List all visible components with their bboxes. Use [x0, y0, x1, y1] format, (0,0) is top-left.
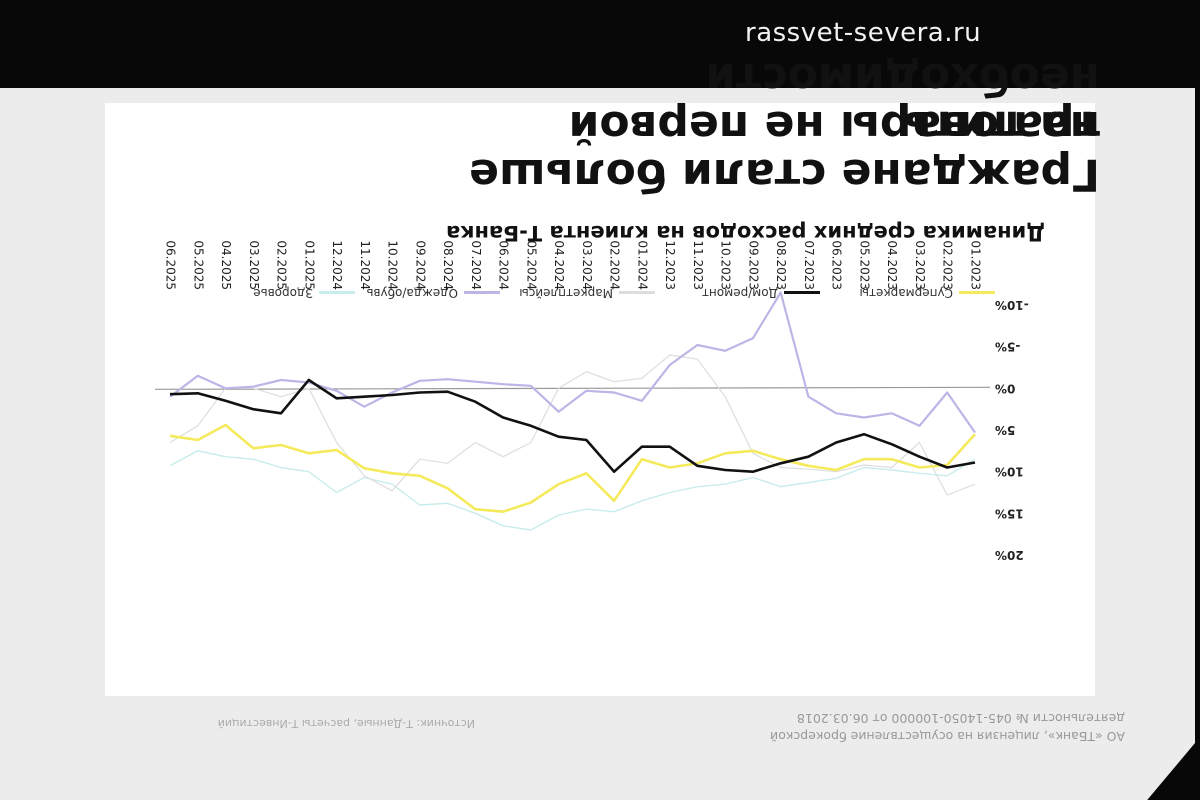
- x-tick-label: 08.2024: [441, 240, 455, 290]
- x-tick-label: 09.2023: [746, 240, 760, 290]
- x-tick-label: 04.2023: [885, 240, 899, 290]
- series-line-clothing: [169, 291, 976, 434]
- y-tick-label: 0%: [995, 381, 1015, 395]
- y-tick-label: -5%: [995, 340, 1020, 354]
- x-tick-label: 10.2024: [386, 240, 400, 290]
- watermark-text: rassvet-severa.ru: [745, 18, 982, 48]
- x-tick-label: 03.2023: [913, 240, 927, 290]
- y-tick-label: 15%: [995, 506, 1024, 520]
- license-footnote: АО «ТБанк», лицензия на осуществление бр…: [770, 711, 1125, 744]
- y-tick-label: 10%: [995, 465, 1024, 479]
- x-tick-label: 06.2025: [164, 240, 178, 290]
- y-tick-label: -10%: [995, 298, 1029, 312]
- x-tick-label: 11.2023: [691, 240, 705, 290]
- x-tick-label: 05.2023: [857, 240, 871, 290]
- x-tick-label: 11.2024: [358, 240, 372, 290]
- x-tick-label: 06.2024: [497, 240, 511, 290]
- x-tick-label: 01.2023: [969, 240, 983, 290]
- source-footnote: Источник: Т-Данные, расчеты Т-Инвестиций: [217, 717, 475, 730]
- x-tick-label: 01.2024: [635, 240, 649, 290]
- series-line-home: [169, 378, 976, 474]
- x-tick-label: 06.2023: [830, 240, 844, 290]
- x-tick-label: 07.2023: [802, 240, 816, 290]
- x-tick-label: 04.2025: [219, 240, 233, 290]
- x-tick-label: 02.2025: [275, 240, 289, 290]
- x-tick-label: 03.2025: [247, 240, 261, 290]
- x-tick-label: 04.2024: [552, 240, 566, 290]
- x-tick-label: 08.2023: [774, 240, 788, 290]
- x-tick-label: 05.2025: [191, 240, 205, 290]
- x-tick-label: 09.2024: [413, 240, 427, 290]
- x-tick-label: 12.2023: [663, 240, 677, 290]
- x-tick-label: 02.2024: [608, 240, 622, 290]
- x-tick-label: 10.2023: [719, 240, 733, 290]
- slide-content-area: [105, 103, 1095, 696]
- y-tick-label: 20%: [995, 548, 1024, 562]
- x-tick-label: 07.2024: [469, 240, 483, 290]
- x-tick-label: 03.2024: [580, 240, 594, 290]
- x-tick-label: 05.2024: [524, 240, 538, 290]
- zero-line: [154, 386, 991, 390]
- series-line-health: [169, 450, 976, 531]
- x-tick-label: 02.2023: [941, 240, 955, 290]
- x-tick-label: 12.2024: [330, 240, 344, 290]
- y-tick-label: 5%: [995, 423, 1015, 437]
- x-tick-label: 01.2025: [302, 240, 316, 290]
- series-line-supermarkets: [169, 423, 976, 514]
- series-line-marketplaces: [169, 354, 976, 496]
